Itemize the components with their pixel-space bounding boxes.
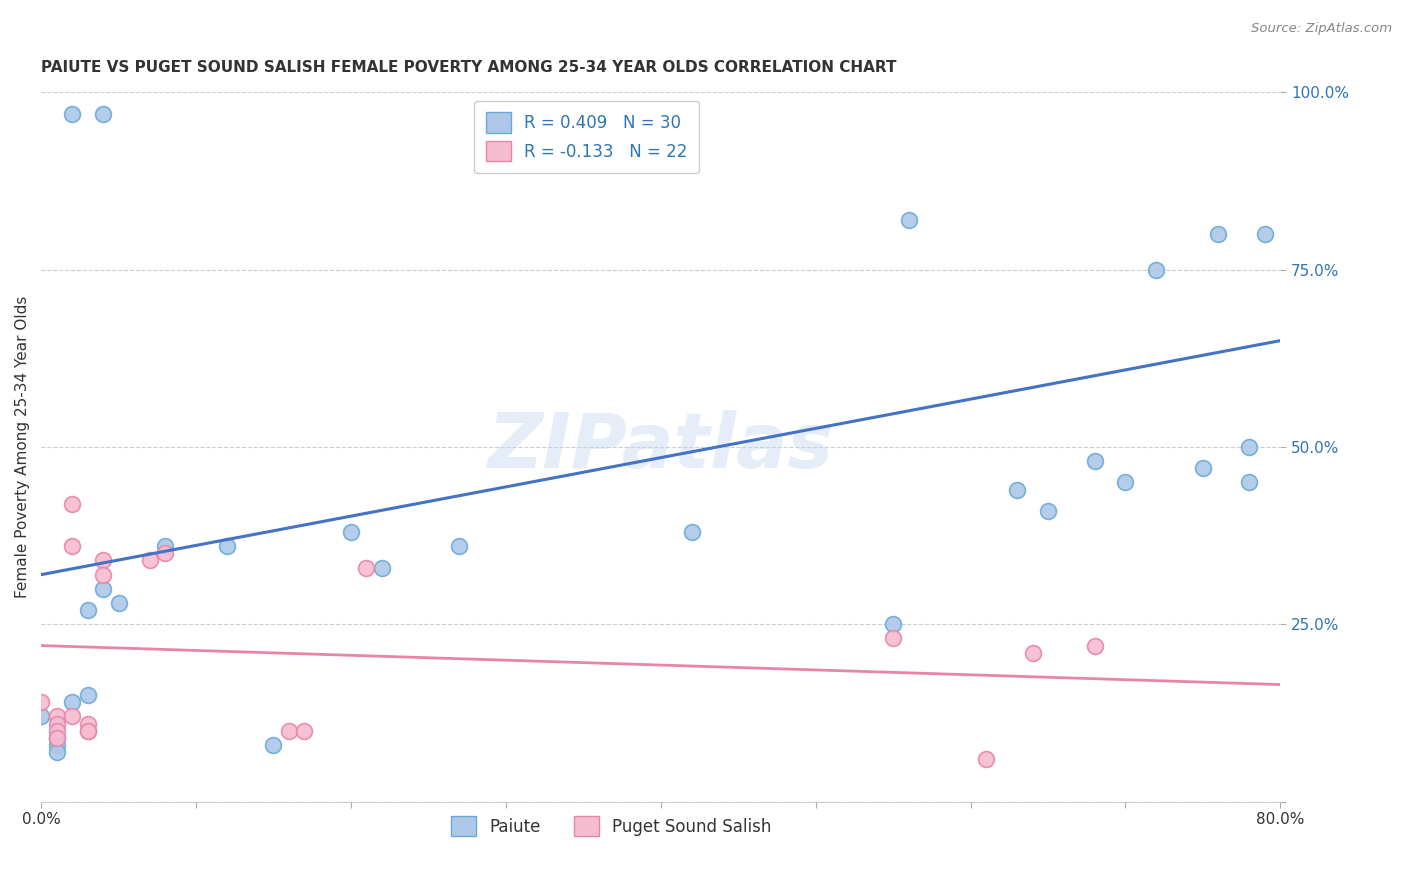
- Point: [1083, 639, 1105, 653]
- Point: [1021, 646, 1043, 660]
- Point: [356, 560, 378, 574]
- Point: [60, 709, 83, 723]
- Point: [294, 723, 316, 738]
- Point: [138, 553, 160, 567]
- Point: [1254, 227, 1277, 242]
- Point: [45, 745, 67, 759]
- Point: [76, 688, 98, 702]
- Point: [91, 582, 114, 596]
- Point: [91, 567, 114, 582]
- Point: [215, 539, 238, 553]
- Point: [882, 617, 904, 632]
- Point: [974, 752, 997, 766]
- Text: ZIPatlas: ZIPatlas: [488, 410, 834, 484]
- Point: [340, 525, 363, 540]
- Point: [1114, 475, 1136, 490]
- Point: [882, 632, 904, 646]
- Point: [107, 596, 129, 610]
- Point: [153, 539, 176, 553]
- Point: [76, 723, 98, 738]
- Point: [278, 723, 301, 738]
- Point: [1083, 454, 1105, 468]
- Point: [91, 553, 114, 567]
- Point: [1005, 483, 1028, 497]
- Point: [45, 738, 67, 752]
- Point: [91, 106, 114, 120]
- Point: [1208, 227, 1230, 242]
- Point: [897, 213, 920, 227]
- Point: [681, 525, 703, 540]
- Point: [30, 709, 52, 723]
- Legend: Paiute, Puget Sound Salish: Paiute, Puget Sound Salish: [444, 809, 779, 843]
- Point: [1146, 262, 1168, 277]
- Point: [1036, 504, 1059, 518]
- Point: [45, 723, 67, 738]
- Point: [45, 716, 67, 731]
- Point: [60, 497, 83, 511]
- Text: PAIUTE VS PUGET SOUND SALISH FEMALE POVERTY AMONG 25-34 YEAR OLDS CORRELATION CH: PAIUTE VS PUGET SOUND SALISH FEMALE POVE…: [41, 60, 897, 75]
- Point: [371, 560, 394, 574]
- Point: [60, 106, 83, 120]
- Point: [76, 716, 98, 731]
- Point: [45, 731, 67, 745]
- Point: [60, 695, 83, 709]
- Point: [449, 539, 471, 553]
- Point: [1192, 461, 1215, 475]
- Text: Source: ZipAtlas.com: Source: ZipAtlas.com: [1251, 22, 1392, 36]
- Point: [1239, 475, 1261, 490]
- Point: [1239, 440, 1261, 454]
- Point: [76, 723, 98, 738]
- Point: [45, 709, 67, 723]
- Point: [76, 603, 98, 617]
- Point: [30, 695, 52, 709]
- Point: [45, 731, 67, 745]
- Point: [263, 738, 285, 752]
- Y-axis label: Female Poverty Among 25-34 Year Olds: Female Poverty Among 25-34 Year Olds: [15, 296, 30, 599]
- Point: [60, 539, 83, 553]
- Point: [153, 546, 176, 560]
